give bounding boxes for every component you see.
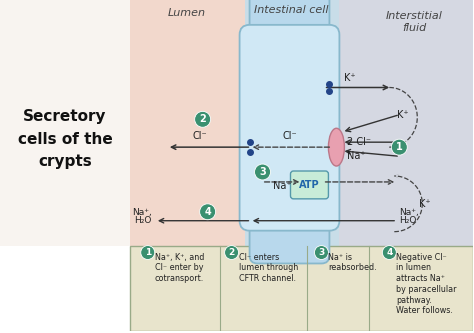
Text: 2: 2 — [199, 114, 206, 124]
Text: Na⁺ is
reabsorbed.: Na⁺ is reabsorbed. — [328, 252, 377, 272]
Text: Na⁺: Na⁺ — [347, 151, 366, 161]
Text: H₂O: H₂O — [399, 216, 417, 225]
Circle shape — [383, 245, 396, 259]
Bar — [0, 0, 130, 245]
Text: 4: 4 — [204, 207, 211, 217]
FancyBboxPatch shape — [291, 171, 328, 199]
Bar — [130, 245, 473, 331]
Text: 4: 4 — [386, 248, 392, 257]
Text: Cl⁻: Cl⁻ — [282, 131, 297, 141]
Circle shape — [141, 245, 155, 259]
Text: 2 Cl⁻: 2 Cl⁻ — [347, 137, 372, 147]
Bar — [130, 0, 245, 245]
Text: Lumen: Lumen — [168, 8, 206, 18]
Circle shape — [314, 245, 328, 259]
Text: Na⁺, K⁺, and
Cl⁻ enter by
cotransport.: Na⁺, K⁺, and Cl⁻ enter by cotransport. — [155, 252, 204, 283]
Circle shape — [195, 111, 210, 127]
Text: 1: 1 — [396, 142, 403, 152]
Text: Interstitial
fluid: Interstitial fluid — [386, 11, 443, 33]
Text: 3: 3 — [259, 167, 266, 177]
Text: Cl⁻ enters
lumen through
CFTR channel.: Cl⁻ enters lumen through CFTR channel. — [238, 252, 298, 283]
Circle shape — [225, 245, 238, 259]
Text: K⁺: K⁺ — [397, 110, 409, 120]
Text: Na⁺,: Na⁺, — [132, 208, 152, 217]
Text: Negative Cl⁻
in lumen
attracts Na⁺
by paracellular
pathway.
Water follows.: Negative Cl⁻ in lumen attracts Na⁺ by pa… — [396, 252, 457, 315]
Circle shape — [255, 164, 271, 180]
Circle shape — [392, 139, 407, 155]
Text: Na⁺: Na⁺ — [273, 181, 291, 191]
Text: 2: 2 — [228, 248, 235, 257]
Text: Na⁺,: Na⁺, — [399, 208, 419, 217]
Text: ATP: ATP — [299, 180, 320, 190]
Text: K⁺: K⁺ — [344, 73, 355, 83]
Bar — [245, 0, 339, 245]
FancyBboxPatch shape — [250, 203, 329, 263]
Text: 3: 3 — [319, 248, 325, 257]
Text: Intestinal cell: Intestinal cell — [254, 5, 329, 15]
Text: Secretory
cells of the
crypts: Secretory cells of the crypts — [18, 110, 112, 169]
Text: Cl⁻: Cl⁻ — [192, 131, 207, 141]
Text: 1: 1 — [145, 248, 151, 257]
Bar — [339, 0, 473, 245]
FancyBboxPatch shape — [239, 25, 339, 231]
Ellipse shape — [328, 128, 345, 166]
Circle shape — [200, 204, 216, 220]
Text: K⁺: K⁺ — [419, 199, 431, 209]
FancyBboxPatch shape — [250, 0, 329, 53]
Text: H₂O: H₂O — [134, 216, 152, 225]
